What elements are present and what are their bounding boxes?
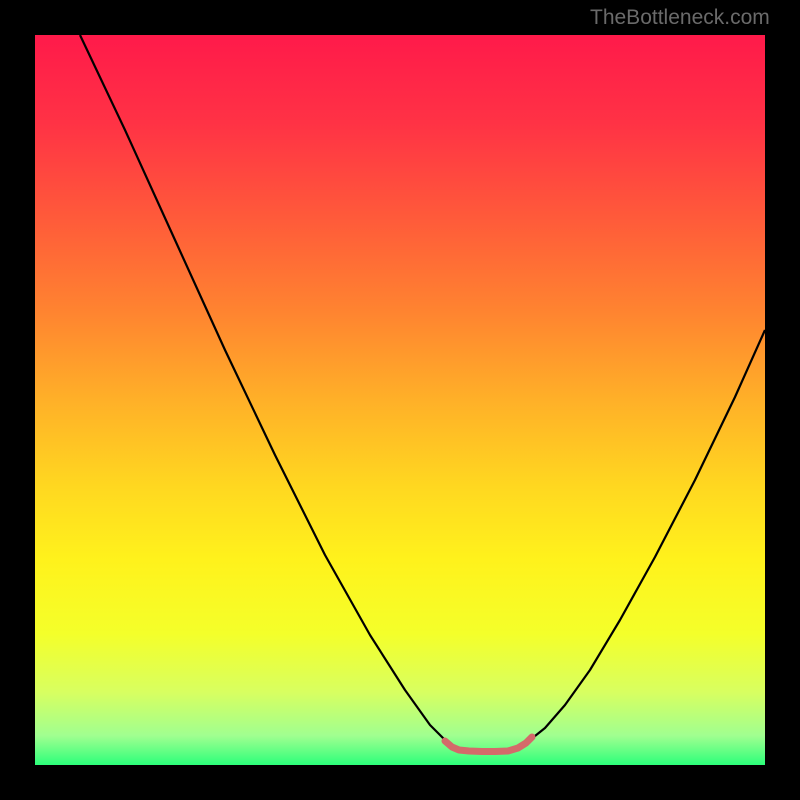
bottleneck-curve	[80, 35, 765, 751]
watermark-text: TheBottleneck.com	[590, 6, 770, 30]
valley-highlight-marker	[445, 737, 532, 752]
curve-layer	[35, 35, 765, 765]
chart-container: TheBottleneck.com	[0, 0, 800, 800]
plot-area	[35, 35, 765, 765]
